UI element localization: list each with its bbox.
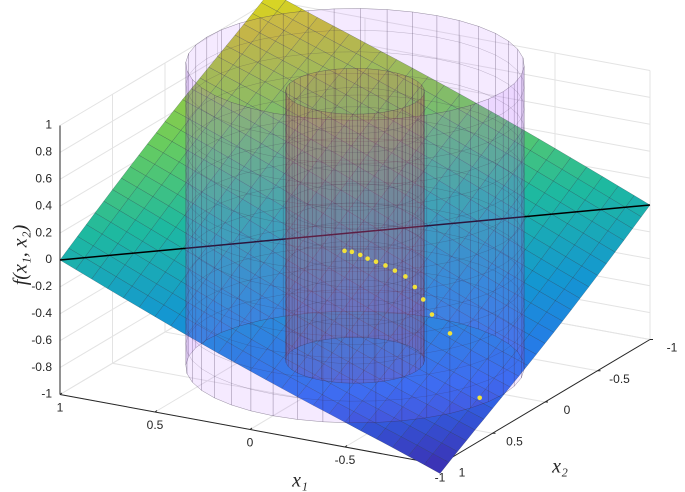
z-axis-label: f(x₁, x₂) (10, 224, 32, 285)
cylinder-ring (185, 202, 525, 315)
cylinder-ring (185, 181, 525, 294)
point (357, 252, 363, 258)
point (420, 297, 426, 302)
z-tick-label: -0.4 (31, 306, 52, 320)
cylinder-ring (185, 311, 525, 423)
x1-tick-label: -0.5 (335, 453, 356, 467)
cylinder-ring (285, 318, 425, 365)
cylinder-ring (185, 8, 525, 121)
axis-line (59, 394, 441, 465)
cylinder-ring (185, 246, 525, 359)
cylinder-ring (285, 202, 425, 249)
cylinder-ring (285, 183, 425, 230)
axis-line (439, 339, 651, 465)
cylinder-ring (285, 298, 425, 345)
cylinder-ring (285, 279, 425, 326)
z-tick-label: 1 (45, 118, 52, 132)
inner-cylinder (285, 68, 425, 384)
outer-cylinder (185, 8, 525, 423)
x1-tick-label: -1 (435, 471, 446, 485)
cylinder-ring (285, 145, 425, 192)
x2-tick-label: 0.5 (506, 434, 523, 448)
cylinder-ring (185, 289, 525, 402)
x2-tick-label: -0.5 (609, 372, 630, 386)
cylinder-ring (185, 224, 525, 337)
z-tick-label: 0.6 (35, 171, 52, 185)
z-tick-label: 0.4 (35, 198, 52, 212)
x1-tick-label: 0.5 (147, 418, 164, 432)
cylinder-ring (285, 164, 425, 211)
cylinder-ring (185, 94, 525, 207)
cylinder-ring (185, 138, 525, 251)
point (373, 259, 379, 264)
x2-tick-label: -1 (667, 341, 678, 355)
z-tick-label: 0.8 (35, 145, 52, 159)
cylinder-ring (185, 30, 525, 142)
point (447, 331, 453, 336)
point (429, 312, 435, 317)
x1-tick-label: 0 (247, 436, 254, 450)
z-tick-label: -0.6 (31, 333, 52, 347)
z-tick-label: 0 (45, 252, 52, 266)
zero-line (59, 204, 651, 261)
cylinder-ring (185, 51, 525, 164)
cylinder-ring (185, 116, 525, 229)
point (365, 256, 370, 261)
z-tick-label: -0.8 (31, 360, 52, 374)
cylinder-ring (185, 267, 525, 380)
x2-tick-label: 0 (564, 403, 571, 417)
z-tick-label: -1 (41, 387, 52, 401)
cylinder-ring (285, 87, 425, 134)
point (403, 274, 408, 279)
z-tick-label: 0.2 (35, 225, 52, 239)
cylinder-ring (285, 337, 425, 384)
z-tick-label: -0.2 (31, 279, 52, 293)
cylinder-ring (285, 68, 425, 115)
cylinder-ring (185, 159, 525, 272)
point (349, 249, 355, 255)
x2-tick-label: 1 (459, 466, 466, 480)
cylinder-ring (285, 221, 425, 269)
cylinder-ring (285, 260, 425, 307)
cylinder-ring (285, 125, 425, 172)
x1-tick-label: 1 (57, 401, 64, 415)
point (392, 268, 398, 273)
point (342, 248, 347, 254)
cylinder-ring (285, 106, 425, 153)
surface-patch (423, 453, 450, 474)
point (412, 284, 418, 290)
point (477, 395, 483, 401)
cylinder-ring (285, 241, 425, 288)
x1-axis-label: x₁ (291, 470, 308, 492)
cylinder-ring (185, 73, 525, 186)
point (383, 263, 388, 268)
x2-axis-label: x₂ (551, 456, 568, 478)
